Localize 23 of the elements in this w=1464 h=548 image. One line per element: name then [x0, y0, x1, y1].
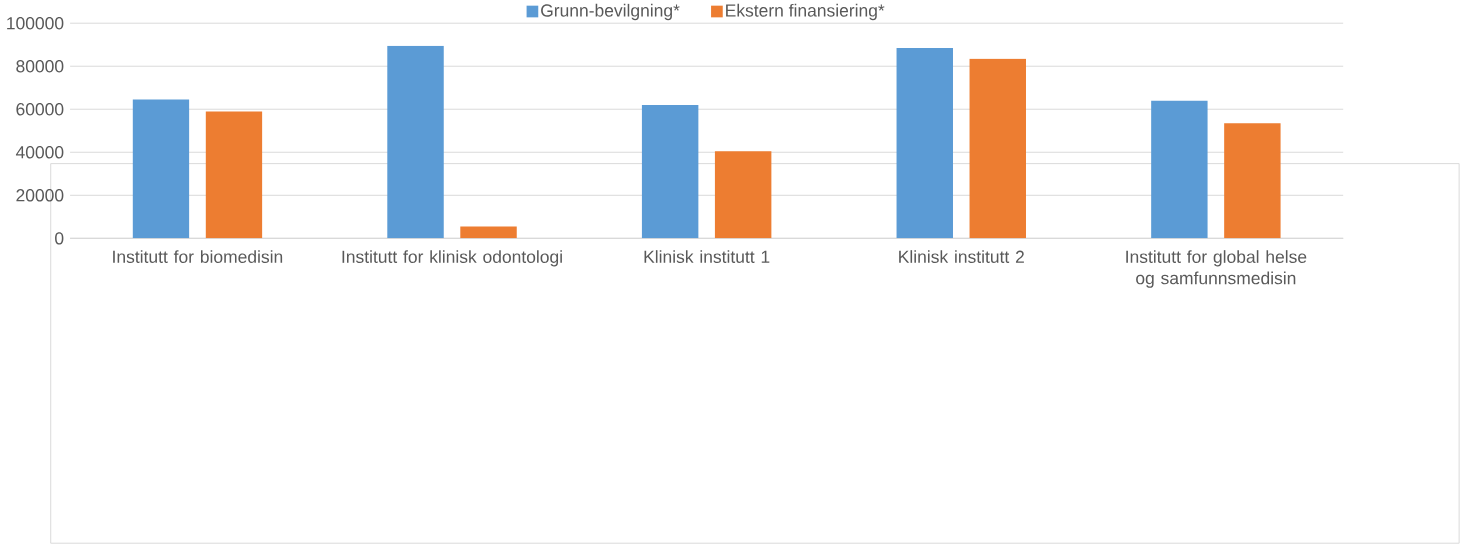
y-tick-label: 80000: [16, 60, 64, 73]
bar: [1224, 123, 1281, 239]
bar: [1151, 100, 1208, 239]
bar: [896, 47, 953, 239]
y-tick-label: 100000: [7, 16, 64, 30]
x-tick-label: Klinisk institutt 2: [899, 250, 1024, 263]
x-tick-label: Institutt for global helse og samfunnsmedisin: [1126, 250, 1307, 288]
bar: [714, 151, 772, 239]
y-tick-label: 0: [55, 232, 64, 245]
bar: [641, 104, 699, 239]
bar: [969, 58, 1026, 239]
legend-label: Grunn-bevilgning*: [541, 3, 680, 21]
y-tick-label: 40000: [15, 146, 64, 159]
y-tick-label: 60000: [16, 103, 64, 116]
bar: [460, 226, 517, 239]
legend-label: Ekstern finansiering*: [726, 3, 885, 21]
x-tick-label: Institutt for klinisk odontologi: [342, 250, 562, 267]
x-tick-label: Institutt for biomedisin: [113, 250, 283, 263]
bar: [205, 111, 263, 239]
x-tick-label: Klinisk institutt 1: [644, 250, 770, 263]
bar: [132, 99, 190, 239]
y-tick-label: 20000: [16, 189, 64, 202]
bar: [387, 45, 444, 239]
